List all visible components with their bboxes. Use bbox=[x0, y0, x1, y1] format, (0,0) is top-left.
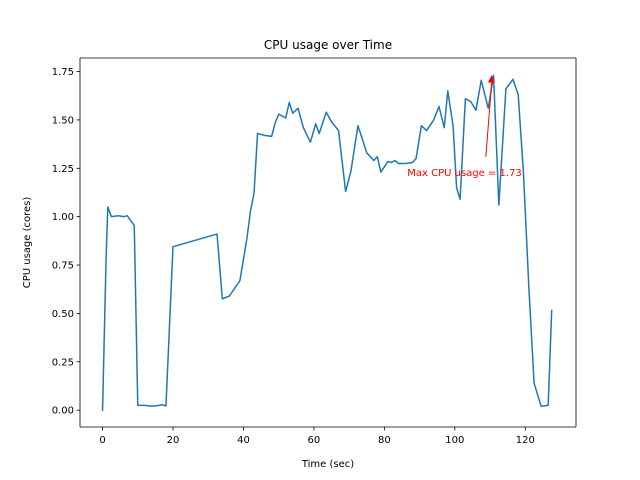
y-tick-label: 0.75 bbox=[52, 261, 74, 272]
y-tick-label: 1.75 bbox=[52, 67, 74, 78]
axes-spines bbox=[79, 57, 577, 428]
annotation-arrow-shaft bbox=[485, 81, 493, 157]
x-tick-label: 40 bbox=[237, 435, 250, 446]
x-axis-ticks: 0 20 40 60 80 100 120 bbox=[99, 427, 535, 446]
x-tick-label: 80 bbox=[378, 435, 391, 446]
annotation-layer: Max CPU usage = 1.73 bbox=[407, 74, 522, 179]
annotation-label: Max CPU usage = 1.73 bbox=[407, 168, 522, 179]
series-layer bbox=[101, 74, 553, 411]
y-tick-label: 1.00 bbox=[52, 212, 74, 223]
y-tick-label: 1.50 bbox=[52, 115, 74, 126]
x-tick-label: 60 bbox=[308, 435, 321, 446]
y-axis-label: CPU usage (cores) bbox=[22, 197, 33, 289]
x-tick-label: 0 bbox=[99, 435, 105, 446]
y-tick-label: 0.50 bbox=[52, 309, 74, 320]
y-tick-label: 1.25 bbox=[52, 164, 74, 175]
annotation-arrow-head bbox=[487, 74, 495, 83]
x-axis-label: Time (sec) bbox=[301, 459, 354, 470]
y-tick-label: 0.00 bbox=[52, 406, 74, 417]
x-tick-label: 100 bbox=[445, 435, 464, 446]
chart-title: CPU usage over Time bbox=[264, 38, 392, 52]
x-tick-label: 20 bbox=[167, 435, 180, 446]
y-axis-ticks: 0.00 0.25 0.50 0.75 1.00 1.25 1.50 1.75 bbox=[52, 67, 80, 417]
y-tick-label: 0.25 bbox=[52, 357, 74, 368]
cpu-usage-line bbox=[101, 74, 553, 411]
plot-area bbox=[80, 58, 576, 427]
x-tick-label: 120 bbox=[516, 435, 535, 446]
